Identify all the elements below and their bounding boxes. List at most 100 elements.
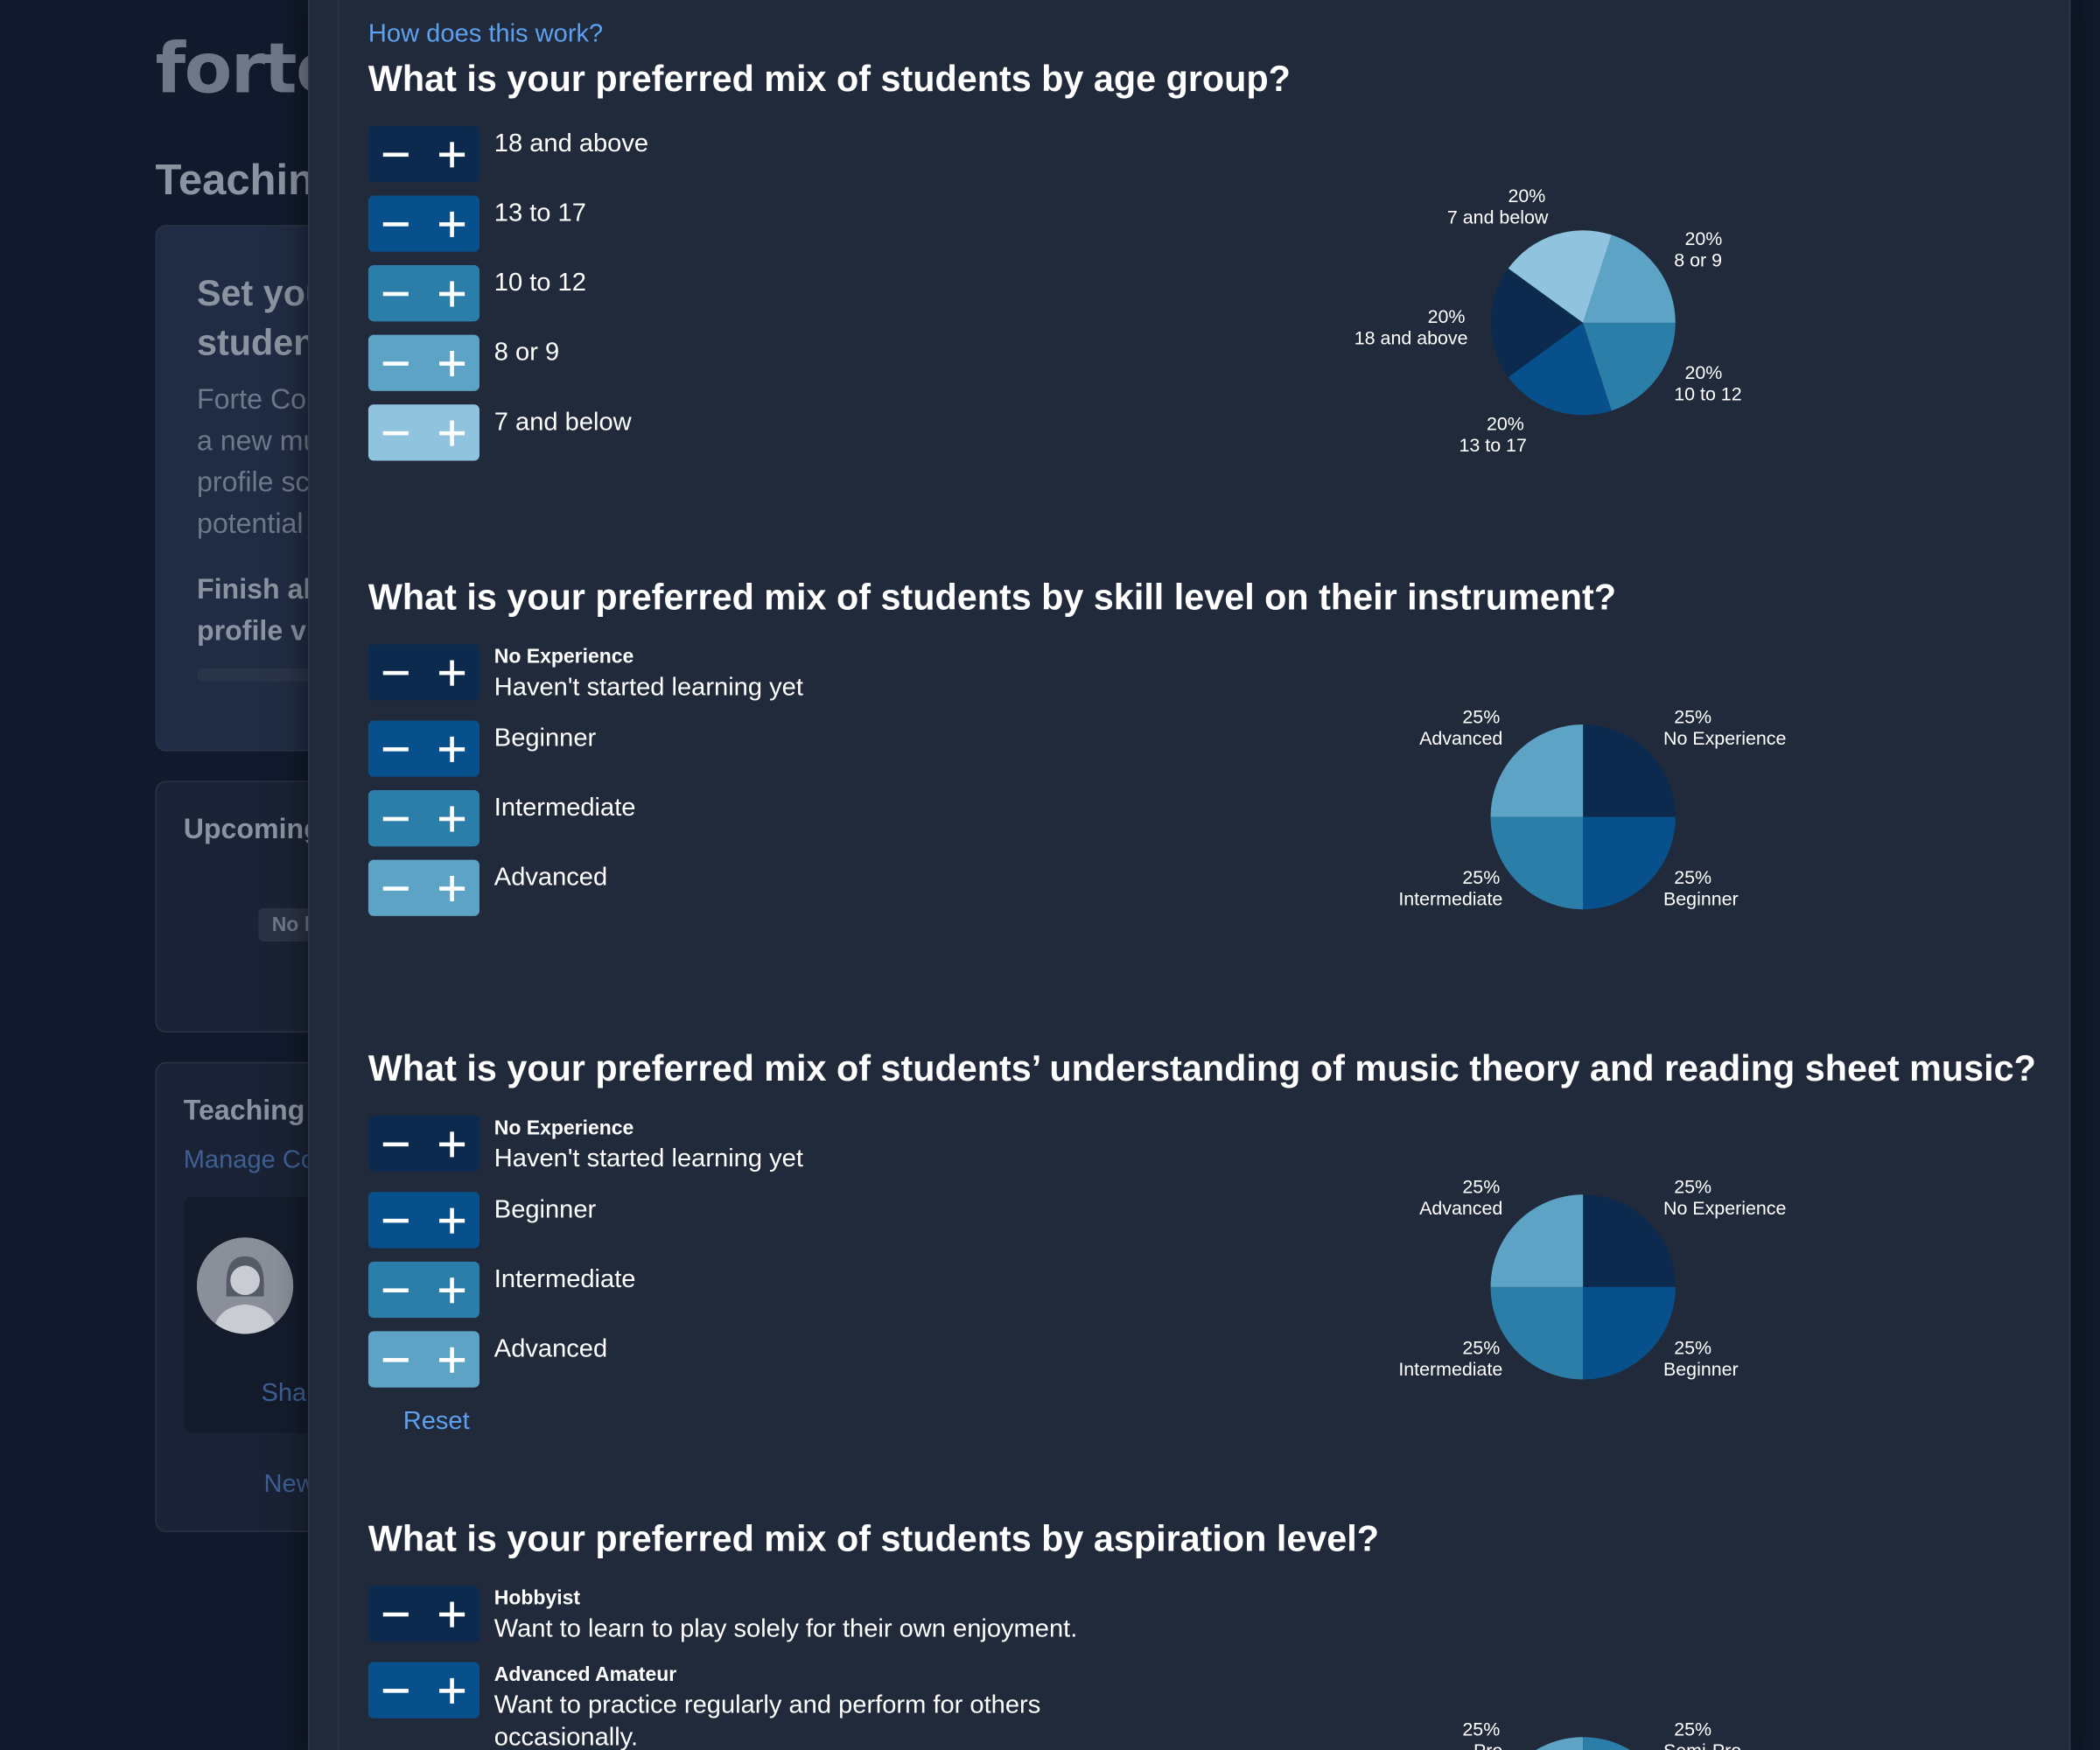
plus-button[interactable] bbox=[424, 1192, 480, 1248]
quantity-stepper bbox=[368, 790, 480, 847]
share-link[interactable]: Shar bbox=[261, 1379, 315, 1408]
how-does-this-work-link[interactable]: How does this work? bbox=[368, 19, 604, 49]
plus-icon bbox=[438, 1130, 465, 1157]
minus-button[interactable] bbox=[368, 720, 424, 776]
minus-button[interactable] bbox=[368, 644, 424, 700]
plus-button[interactable] bbox=[424, 265, 480, 321]
option-label: 10 to 12 bbox=[494, 269, 586, 298]
quantity-stepper bbox=[368, 1115, 480, 1172]
minus-icon bbox=[383, 1287, 410, 1292]
plus-icon bbox=[438, 1677, 465, 1704]
option-label: Intermediate bbox=[494, 1265, 636, 1294]
quantity-stepper bbox=[368, 195, 480, 252]
minus-icon bbox=[383, 746, 410, 751]
minus-button[interactable] bbox=[368, 860, 424, 916]
quantity-stepper bbox=[368, 1586, 480, 1642]
minus-button[interactable] bbox=[368, 404, 424, 460]
minus-button[interactable] bbox=[368, 126, 424, 182]
quantity-stepper bbox=[368, 1331, 480, 1388]
quantity-stepper bbox=[368, 1662, 480, 1718]
age-group-title: What is your preferred mix of students b… bbox=[368, 59, 1291, 100]
minus-icon bbox=[383, 1357, 410, 1362]
plus-icon bbox=[438, 659, 465, 685]
music-theory-title: What is your preferred mix of students’ … bbox=[368, 1048, 2036, 1089]
setup-card-text: Forte Co a new mu profile sc potential bbox=[196, 379, 368, 545]
option-label: 7 and below bbox=[494, 408, 632, 437]
option-label: 18 and above bbox=[494, 130, 649, 158]
plus-button[interactable] bbox=[424, 195, 480, 251]
quantity-stepper bbox=[368, 404, 480, 461]
minus-icon bbox=[383, 360, 410, 366]
option-label: Advanced bbox=[494, 864, 608, 892]
reset-button[interactable]: Reset bbox=[402, 1407, 470, 1436]
option-label: Beginner bbox=[494, 724, 597, 753]
setup-text-line: profile sc bbox=[196, 467, 310, 499]
minus-button[interactable] bbox=[368, 195, 424, 251]
teaching-heading: Teaching bbox=[183, 1096, 305, 1127]
minus-button[interactable] bbox=[368, 790, 424, 846]
option-label: No Experience bbox=[494, 645, 634, 668]
option-label: No Experience bbox=[494, 1116, 634, 1140]
quantity-stepper bbox=[368, 334, 480, 391]
plus-icon bbox=[438, 805, 465, 831]
quantity-stepper bbox=[368, 125, 480, 183]
plus-button[interactable] bbox=[424, 860, 480, 916]
plus-button[interactable] bbox=[424, 335, 480, 391]
minus-button[interactable] bbox=[368, 1662, 424, 1718]
minus-icon bbox=[383, 290, 410, 296]
minus-button[interactable] bbox=[368, 1192, 424, 1248]
option-description: Want to practice regularly and perform f… bbox=[494, 1691, 1041, 1750]
minus-icon bbox=[383, 1688, 410, 1692]
minus-button[interactable] bbox=[368, 1262, 424, 1318]
plus-icon bbox=[438, 1347, 465, 1373]
plus-button[interactable] bbox=[424, 1262, 480, 1318]
plus-icon bbox=[438, 211, 465, 237]
aspiration-level-title: What is your preferred mix of students b… bbox=[368, 1518, 1380, 1559]
minus-icon bbox=[383, 670, 410, 675]
plus-icon bbox=[438, 736, 465, 762]
setup-text-line: Forte Co bbox=[196, 384, 307, 416]
option-label: Intermediate bbox=[494, 794, 636, 822]
plus-button[interactable] bbox=[424, 790, 480, 846]
person-icon bbox=[196, 1237, 294, 1334]
minus-icon bbox=[383, 1612, 410, 1616]
manage-link[interactable]: Manage Co bbox=[183, 1146, 316, 1175]
skill-level-title: What is your preferred mix of students b… bbox=[368, 577, 1616, 618]
modal-divider bbox=[337, 0, 340, 1750]
plus-icon bbox=[438, 1207, 465, 1233]
quantity-stepper bbox=[368, 265, 480, 322]
plus-icon bbox=[438, 1277, 465, 1303]
option-description: Haven't started learning yet bbox=[494, 1144, 803, 1173]
plus-icon bbox=[438, 419, 465, 445]
plus-button[interactable] bbox=[424, 720, 480, 776]
quantity-stepper bbox=[368, 1192, 480, 1249]
avatar bbox=[196, 1237, 294, 1334]
minus-button[interactable] bbox=[368, 1586, 424, 1642]
plus-button[interactable] bbox=[424, 404, 480, 460]
minus-icon bbox=[383, 886, 410, 891]
plus-button[interactable] bbox=[424, 1116, 480, 1172]
plus-button[interactable] bbox=[424, 1586, 480, 1642]
minus-button[interactable] bbox=[368, 1331, 424, 1387]
quantity-stepper bbox=[368, 720, 480, 777]
new-link[interactable]: New bbox=[263, 1470, 315, 1499]
minus-icon bbox=[383, 1141, 410, 1146]
plus-button[interactable] bbox=[424, 644, 480, 700]
setup-text-line: a new mu bbox=[196, 425, 319, 457]
setup-card-bold: Finish all profile vi bbox=[197, 570, 368, 653]
plus-icon bbox=[438, 1600, 465, 1627]
minus-button[interactable] bbox=[368, 335, 424, 391]
option-label: 13 to 17 bbox=[494, 200, 586, 228]
quantity-stepper bbox=[368, 859, 480, 916]
option-label: Advanced Amateur bbox=[494, 1663, 677, 1687]
minus-button[interactable] bbox=[368, 1116, 424, 1172]
plus-button[interactable] bbox=[424, 1331, 480, 1387]
minus-button[interactable] bbox=[368, 265, 424, 321]
plus-button[interactable] bbox=[424, 126, 480, 182]
plus-icon bbox=[438, 280, 465, 306]
quantity-stepper bbox=[368, 1261, 480, 1319]
minus-icon bbox=[383, 816, 410, 821]
plus-button[interactable] bbox=[424, 1662, 480, 1718]
minus-icon bbox=[383, 151, 410, 157]
